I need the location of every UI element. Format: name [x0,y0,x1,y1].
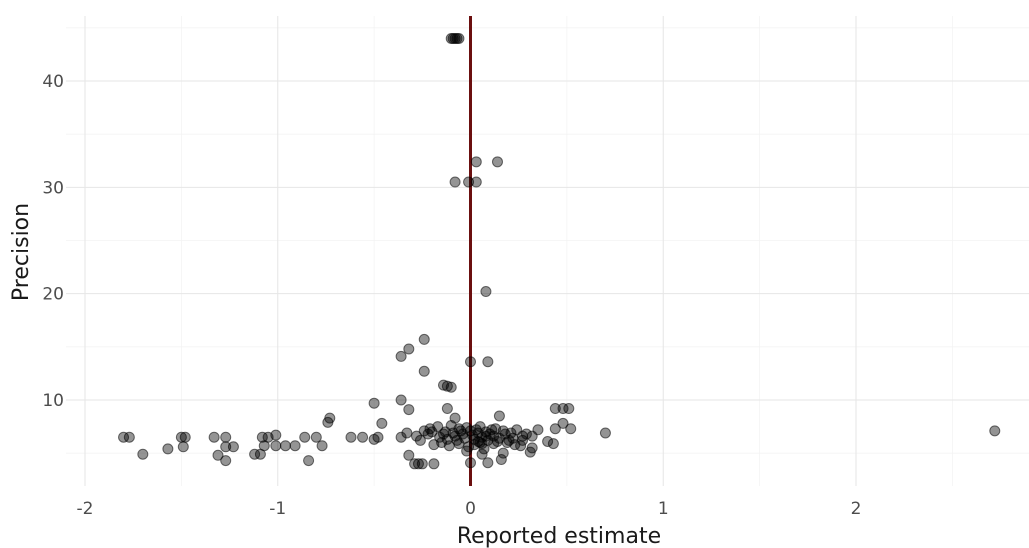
data-point [461,445,473,457]
data-point [520,428,532,440]
data-point [547,438,559,450]
data-point [441,380,453,392]
data-point [376,417,388,429]
data-point [515,440,527,452]
data-point [289,440,301,452]
data-point [453,32,465,44]
grid [66,16,1029,486]
data-point [303,455,315,467]
data-point [418,333,430,345]
data-point [418,365,430,377]
data-point [368,397,380,409]
data-point [549,423,561,435]
y-tick-label: 40 [42,72,64,92]
x-tick-labels: -2 -1 0 1 2 [77,499,862,519]
data-point [162,443,174,455]
data-point [542,435,554,447]
data-point [409,458,421,470]
data-point [497,447,509,459]
data-point [463,176,475,188]
data-point [557,417,569,429]
data-point [357,431,369,443]
data-point [428,458,440,470]
x-tick-label: -1 [269,499,286,519]
x-tick-label: 0 [465,499,476,519]
y-tick-label: 30 [42,178,64,198]
data-point [179,431,191,443]
data-point [412,458,424,470]
data-point [470,156,482,168]
data-point [395,350,407,362]
data-point [123,431,135,443]
data-point [436,437,448,449]
data-point [503,434,515,446]
data-point [118,431,130,443]
data-point [177,441,189,453]
data-point [426,426,438,438]
data-point [322,416,334,428]
data-point [482,356,494,368]
data-point [258,440,270,452]
data-point [220,441,232,453]
data-point [395,394,407,406]
data-point [345,431,357,443]
data-point [989,425,1001,437]
data-point [256,431,268,443]
data-point [220,455,232,467]
data-point [549,403,561,415]
y-tick-labels: 10 20 30 40 [42,72,64,411]
data-point [476,448,488,460]
data-point [279,440,291,452]
y-tick-label: 10 [42,391,64,411]
data-point [299,431,311,443]
data-point [227,441,239,453]
data-point [401,427,413,439]
data-point [474,437,486,449]
data-point [249,448,261,460]
y-axis-title: Precision [9,203,34,301]
data-point [411,430,423,442]
data-point [470,176,482,188]
data-point [270,429,282,441]
data-point [488,430,500,442]
data-point [403,449,415,461]
data-point [495,454,507,466]
data-point [414,434,426,446]
data-point [563,403,575,415]
data-point [482,457,494,469]
y-tick-label: 20 [42,285,64,305]
data-point [453,423,465,435]
data-point [493,410,505,422]
x-axis-title: Reported estimate [457,524,661,548]
x-tick-label: 2 [851,499,862,519]
data-point [445,381,457,393]
data-point [491,156,503,168]
data-point [137,448,149,460]
data-point [449,176,461,188]
data-point [208,431,220,443]
x-tick-label: 1 [658,499,669,519]
data-point [395,431,407,443]
data-point [372,431,384,443]
data-point [270,440,282,452]
data-points [118,32,1001,470]
data-point [403,343,415,355]
data-point [220,431,232,443]
data-point [212,449,224,461]
data-point [465,356,476,368]
data-point [441,403,453,415]
data-point [480,286,492,298]
data-point [316,440,328,452]
data-point [526,442,538,454]
data-point [557,403,569,415]
data-point [486,424,498,436]
x-tick-label: -2 [77,499,94,519]
data-point [465,457,476,469]
data-point [599,427,611,439]
data-point [565,423,577,435]
data-point [416,458,428,470]
data-point [310,431,322,443]
data-point [403,404,415,416]
